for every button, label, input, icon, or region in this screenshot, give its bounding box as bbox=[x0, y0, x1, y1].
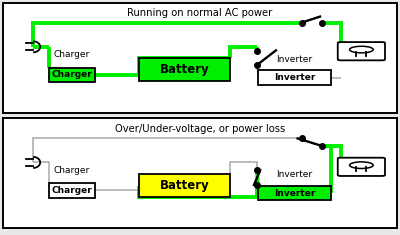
Bar bbox=[50, 183, 95, 198]
Text: Battery: Battery bbox=[159, 63, 209, 76]
Text: Inverter: Inverter bbox=[276, 55, 312, 64]
Bar bbox=[139, 174, 230, 197]
Text: Battery: Battery bbox=[159, 179, 209, 192]
Bar bbox=[258, 70, 331, 85]
Text: Charger: Charger bbox=[52, 186, 92, 195]
FancyBboxPatch shape bbox=[338, 42, 385, 60]
Text: Charger: Charger bbox=[52, 70, 92, 79]
Text: Charger: Charger bbox=[54, 50, 90, 59]
Text: Running on normal AC power: Running on normal AC power bbox=[127, 8, 273, 18]
Text: Inverter: Inverter bbox=[276, 170, 312, 180]
Text: Inverter: Inverter bbox=[274, 73, 315, 82]
Bar bbox=[139, 58, 230, 82]
Text: Inverter: Inverter bbox=[274, 189, 315, 198]
Bar bbox=[50, 68, 95, 82]
Bar bbox=[258, 186, 331, 200]
Text: Over/Under-voltage, or power loss: Over/Under-voltage, or power loss bbox=[115, 124, 285, 134]
FancyBboxPatch shape bbox=[338, 158, 385, 176]
Text: Charger: Charger bbox=[54, 165, 90, 175]
